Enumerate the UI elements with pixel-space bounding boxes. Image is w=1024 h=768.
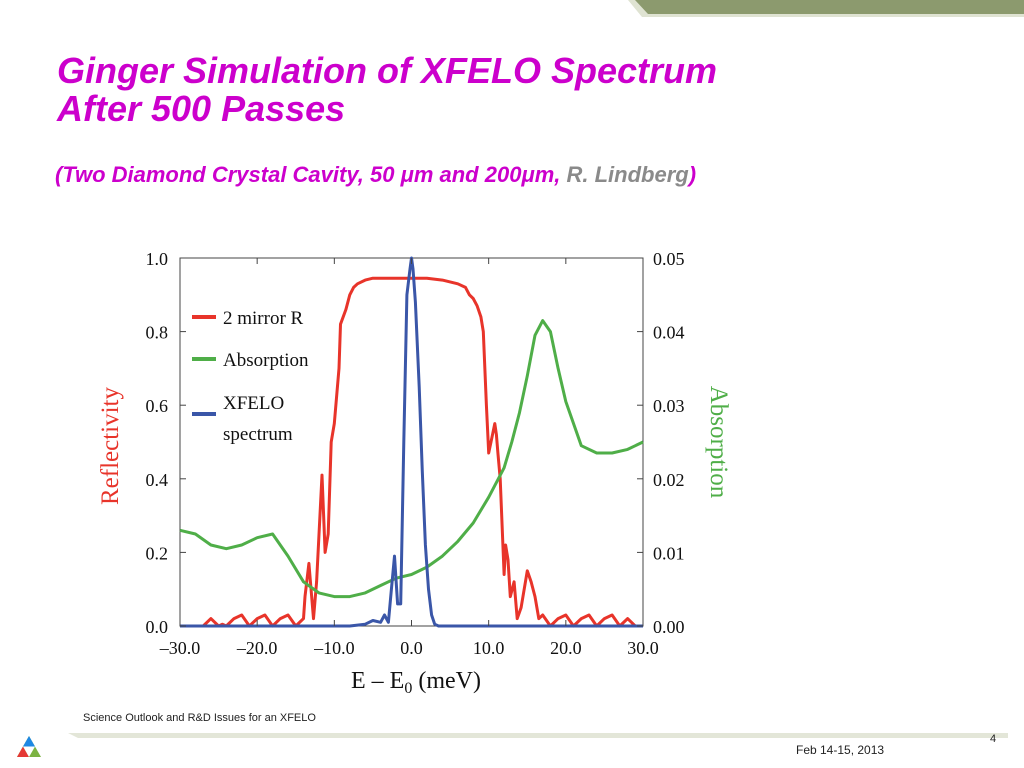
page-number: 4 bbox=[990, 733, 997, 745]
y-left-tick-label: 0.0 bbox=[146, 617, 169, 637]
legend-label-absorption: Absorption bbox=[223, 350, 309, 371]
y-right-tick-label: 0.05 bbox=[653, 249, 685, 269]
x-tick-label: 10.0 bbox=[473, 638, 505, 658]
subtitle-close-paren: ) bbox=[688, 162, 697, 187]
footer-text: Science Outlook and R&D Issues for an XF… bbox=[83, 712, 316, 724]
y-left-tick-label: 1.0 bbox=[146, 249, 169, 269]
y-left-tick-label: 0.6 bbox=[146, 396, 169, 416]
y-axis-right-label: Absorption bbox=[705, 386, 732, 499]
footer-divider bbox=[68, 733, 1008, 738]
y-right-tick-label: 0.03 bbox=[653, 396, 685, 416]
subtitle-author: R. Lindberg bbox=[566, 162, 689, 187]
x-axis-label-subscript: 0 bbox=[404, 680, 412, 697]
series-line-2-mirror-r bbox=[180, 276, 643, 628]
footer-date: Feb 14-15, 2013 bbox=[796, 743, 885, 757]
x-tick-label: 20.0 bbox=[550, 638, 582, 658]
argonne-logo-icon bbox=[17, 736, 41, 757]
x-tick-label: 30.0 bbox=[627, 638, 659, 658]
legend: 2 mirror R Absorption XFELO spectrum bbox=[192, 308, 309, 445]
slide-title: Ginger Simulation of XFELO Spectrum Afte… bbox=[57, 52, 717, 128]
ticks-layer: –30.0 –20.0 –10.0 0.0 10.0 20.0 30.00.00.20.40… bbox=[146, 249, 685, 658]
y-right-tick-label: 0.04 bbox=[653, 323, 685, 343]
top-decorative-band bbox=[628, 0, 1024, 17]
y-right-tick-label: 0.01 bbox=[653, 543, 685, 563]
x-tick-label: –20.0 bbox=[236, 638, 278, 658]
title-line-1: Ginger Simulation of XFELO Spectrum bbox=[57, 50, 718, 91]
subtitle-open-paren: ( bbox=[55, 162, 63, 187]
y-right-tick-label: 0.00 bbox=[653, 617, 685, 637]
slide-subtitle: (Two Diamond Crystal Cavity, 50 μm and 2… bbox=[55, 162, 696, 188]
y-left-tick-label: 0.4 bbox=[146, 470, 169, 490]
legend-label-reflectivity: 2 mirror R bbox=[223, 308, 304, 329]
y-axis-left-label: Reflectivity bbox=[97, 386, 124, 505]
x-axis-label: E – E0 (meV) bbox=[351, 668, 481, 697]
y-right-tick-label: 0.02 bbox=[653, 470, 685, 490]
x-tick-label: 0.0 bbox=[400, 638, 423, 658]
legend-label-spectrum-line1: XFELO bbox=[223, 393, 284, 414]
y-left-tick-label: 0.8 bbox=[146, 323, 169, 343]
series-line-absorption bbox=[179, 319, 644, 599]
x-axis-label-unit: (meV) bbox=[412, 668, 481, 694]
x-axis-label-main: E – E bbox=[351, 668, 404, 694]
legend-label-spectrum-line2: spectrum bbox=[223, 424, 293, 445]
title-line-2: After 500 Passes bbox=[57, 88, 346, 129]
subtitle-main: Two Diamond Crystal Cavity, 50 μm and 20… bbox=[62, 162, 567, 187]
y-left-tick-label: 0.2 bbox=[146, 543, 169, 563]
x-tick-label: –10.0 bbox=[313, 638, 355, 658]
x-tick-label: –30.0 bbox=[159, 638, 201, 658]
